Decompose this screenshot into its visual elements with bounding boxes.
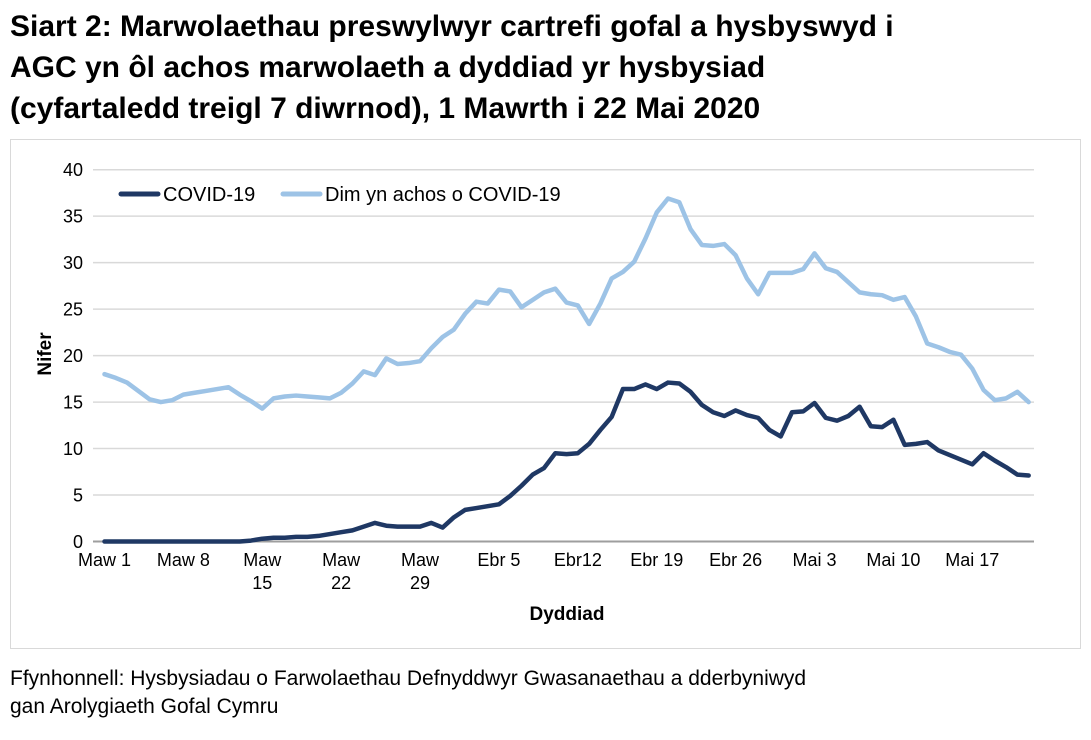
non-covid-line <box>102 196 1031 411</box>
chart-title-line-3: (cyfartaledd treigl 7 diwrnod), 1 Mawrth… <box>10 92 761 125</box>
y-tick-label: 5 <box>73 486 83 506</box>
x-tick-label: Mai 10 <box>866 550 920 570</box>
x-tick-label-line2: 15 <box>252 573 272 593</box>
x-tick-label: Ebr 26 <box>709 550 762 570</box>
y-tick-label: 0 <box>73 532 83 552</box>
x-tick-label: Maw <box>401 550 440 570</box>
y-axis-ticks: 0 5 10 15 20 25 30 35 40 <box>63 160 83 552</box>
x-tick-label: Mai 17 <box>945 550 999 570</box>
x-tick-label: Maw <box>322 550 361 570</box>
x-tick-label: Maw <box>243 550 282 570</box>
x-tick-label-line2: 22 <box>331 573 351 593</box>
y-tick-label: 15 <box>63 393 83 413</box>
y-tick-label: 40 <box>63 160 83 180</box>
x-tick-label: Ebr 19 <box>630 550 683 570</box>
chart-panel: 0 5 10 15 20 25 30 35 40 Maw 1 Maw 8 Maw 15 Maw 22 Maw… <box>10 139 1081 649</box>
x-axis-ticks: Maw 1 Maw 8 Maw 15 Maw 22 Maw 29 Ebr 5 Ebr12 Ebr 1… <box>78 550 999 593</box>
chart-title: Siart 2: Marwolaethau preswylwyr cartref… <box>10 6 1081 129</box>
legend: COVID-19 Dim yn achos o COVID-19 <box>118 184 561 206</box>
x-tick-label: Mai 3 <box>793 550 837 570</box>
x-tick-label-line2: 29 <box>410 573 430 593</box>
chart-title-line-1: Siart 2: Marwolaethau preswylwyr cartref… <box>10 10 894 43</box>
x-tick-label: Ebr12 <box>554 550 602 570</box>
source-note-line-2: gan Arolygiaeth Gofal Cymru <box>10 695 279 718</box>
y-tick-label: 25 <box>63 300 83 320</box>
source-note: Ffynhonnell: Hysbysiadau o Farwolaethau … <box>10 665 1081 721</box>
y-tick-label: 20 <box>63 346 83 366</box>
legend-label-covid: COVID-19 <box>163 184 255 206</box>
x-tick-label: Maw 1 <box>78 550 131 570</box>
y-tick-label: 30 <box>63 253 83 273</box>
source-note-line-1: Ffynhonnell: Hysbysiadau o Farwolaethau … <box>10 667 807 690</box>
y-tick-label: 35 <box>63 207 83 227</box>
x-tick-label: Maw 8 <box>157 550 210 570</box>
chart-title-line-2: AGC yn ôl achos marwolaeth a dyddiad yr … <box>10 51 766 84</box>
y-axis-title: Nifer <box>35 332 56 376</box>
legend-label-non-covid: Dim yn achos o COVID-19 <box>325 184 561 206</box>
covid-line <box>102 380 1031 544</box>
y-tick-label: 10 <box>63 439 83 459</box>
gridlines <box>93 168 1034 543</box>
x-tick-label: Ebr 5 <box>477 550 520 570</box>
x-axis-title: Dyddiad <box>530 604 605 625</box>
